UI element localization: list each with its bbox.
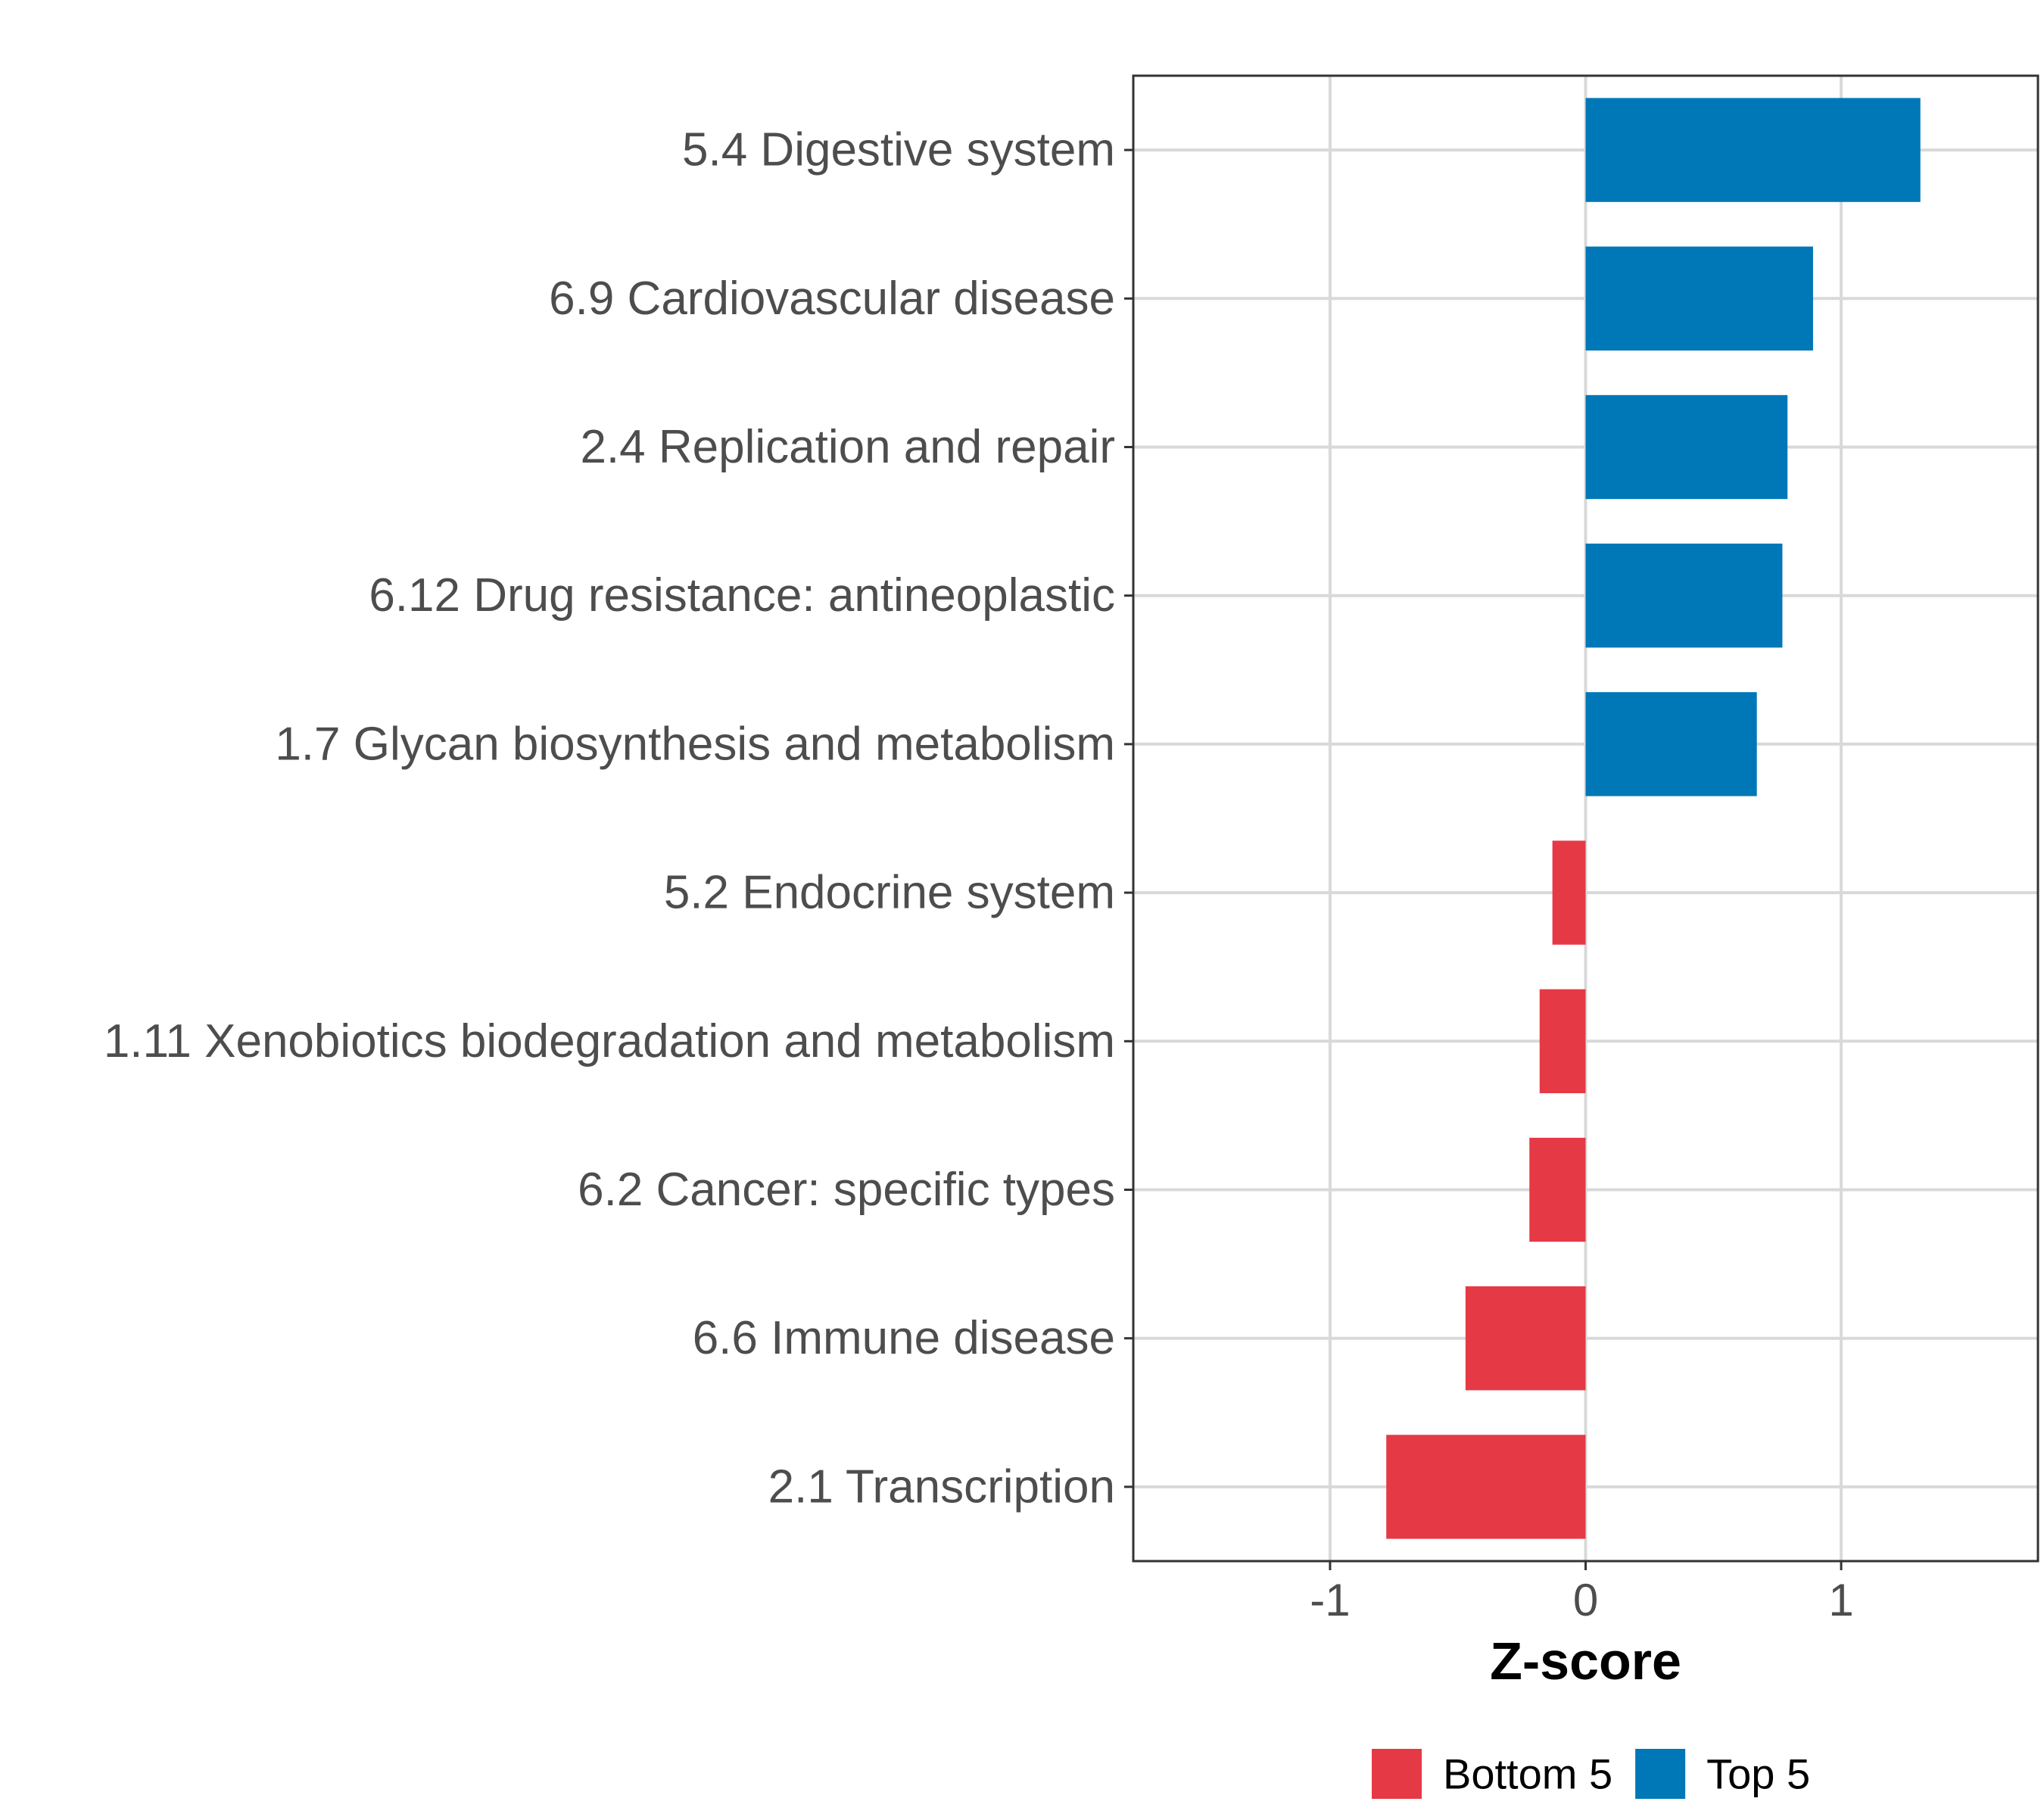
bar-4	[1585, 544, 1783, 648]
bar-3	[1585, 394, 1788, 500]
legend-label: Bottom 5	[1443, 1750, 1612, 1798]
legend-label: Top 5	[1706, 1750, 1810, 1798]
bar-9	[1465, 1286, 1586, 1391]
legend: Bottom 5 Top 5	[1372, 1749, 1810, 1799]
bar-1	[1585, 98, 1921, 202]
x-axis-ticks: -1 0 1	[1310, 1561, 1854, 1625]
x-tick-label: 0	[1573, 1575, 1598, 1625]
bar-5	[1585, 692, 1757, 796]
y-tick-label: 6.9 Cardiovascular disease	[549, 273, 1115, 325]
y-tick-label: 1.11 Xenobiotics biodegradation and meta…	[104, 1015, 1115, 1067]
y-axis-ticks: 5.4 Digestive system 6.9 Cardiovascular d…	[104, 124, 1133, 1513]
bar-6	[1552, 840, 1586, 945]
y-tick-label: 6.6 Immune disease	[693, 1312, 1115, 1364]
bar-2	[1585, 246, 1813, 351]
y-tick-label: 5.2 Endocrine system	[664, 867, 1115, 919]
legend-swatch	[1372, 1749, 1422, 1799]
bar-10	[1386, 1435, 1586, 1539]
y-tick-label: 5.4 Digestive system	[682, 124, 1115, 176]
bar-7	[1539, 989, 1586, 1093]
bars	[1386, 98, 1921, 1539]
y-tick-label: 6.2 Cancer: specific types	[578, 1164, 1115, 1216]
y-tick-label: 1.7 Glycan biosynthesis and metabolism	[275, 718, 1115, 770]
bar-8	[1529, 1137, 1586, 1242]
x-tick-label: 1	[1828, 1575, 1853, 1625]
x-axis-title: Z-score	[1490, 1632, 1681, 1691]
y-tick-label: 2.1 Transcription	[768, 1460, 1115, 1513]
y-tick-label: 6.12 Drug resistance: antineoplastic	[369, 569, 1115, 622]
x-tick-label: -1	[1310, 1575, 1350, 1625]
y-tick-label: 2.4 Replication and repair	[580, 421, 1115, 473]
legend-swatch	[1635, 1749, 1686, 1799]
